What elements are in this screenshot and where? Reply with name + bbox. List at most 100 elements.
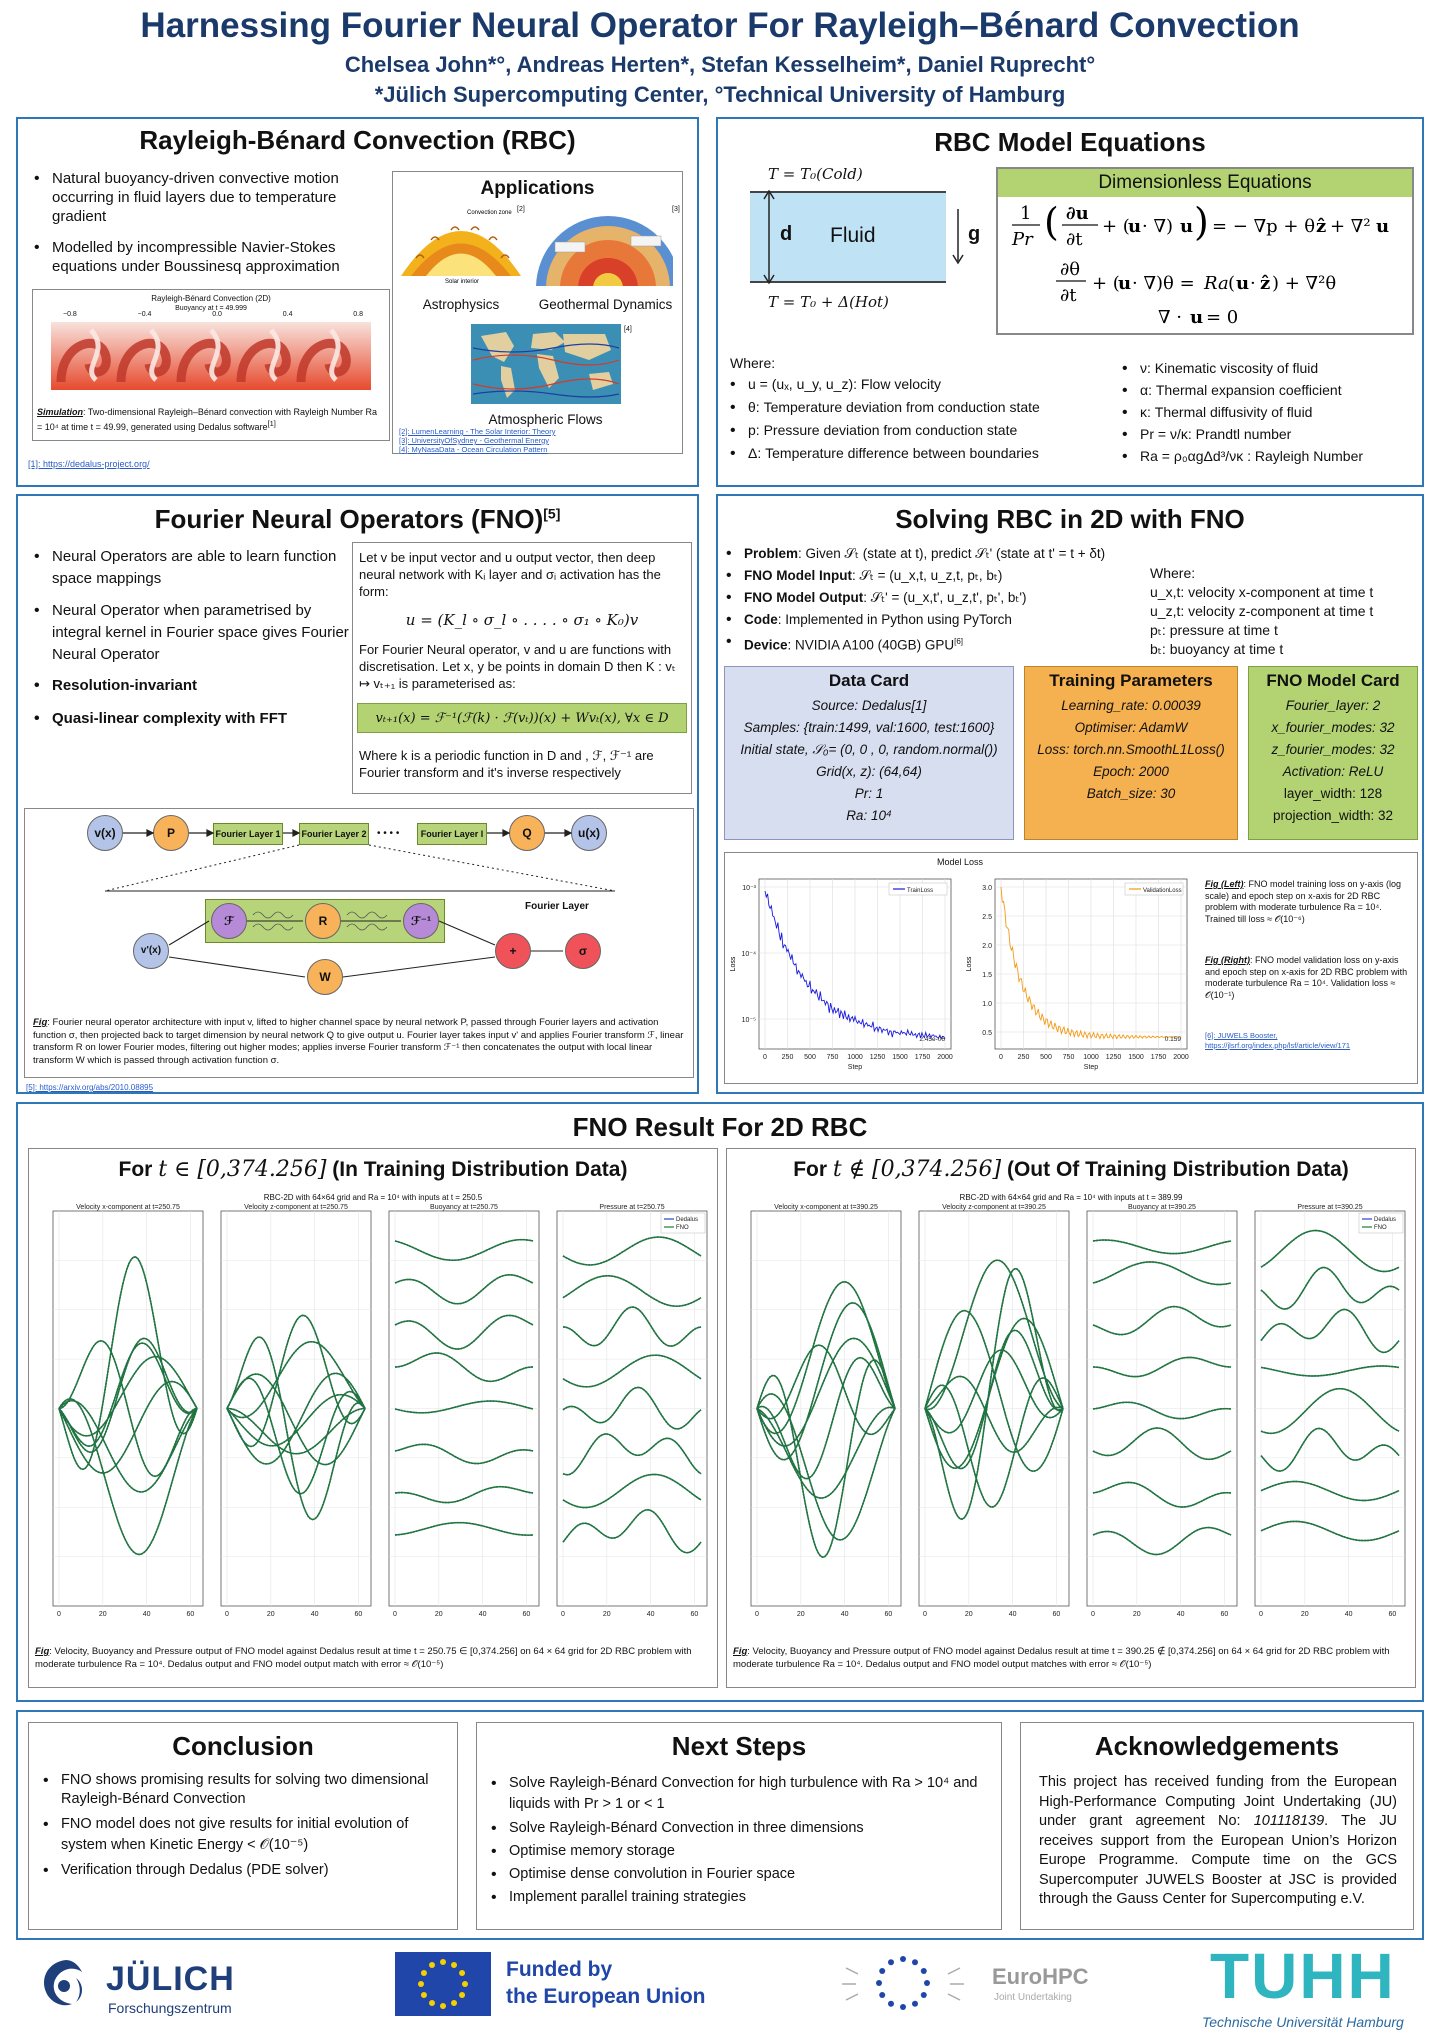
fno-footnote[interactable]: [5]: https://arxiv.org/abs/2010.08895 — [26, 1082, 153, 1093]
x-tick-label: 40 — [647, 1611, 655, 1618]
x-tick-label: 20 — [603, 1611, 611, 1618]
solving-where: Where: u_x,t: velocity x-component at ti… — [1150, 564, 1420, 659]
final-loss-label: 2.45e-06 — [919, 1036, 945, 1043]
conclusion-bullet: FNO model does not give results for init… — [41, 1814, 451, 1856]
t-hot-label: T = T₀ + Δ(Hot) — [768, 293, 889, 311]
validation-loss-chart: 0 250 500 750 1000 1250 1500 1750 2000StepLoss3.… — [963, 869, 1195, 1079]
eurohpc-star-icon — [912, 2001, 918, 2007]
astro-inner-label-2: Solar interior — [445, 279, 479, 285]
svg-text:∂t: ∂t — [1066, 229, 1083, 250]
eu-star-icon — [440, 2003, 446, 2009]
result-left-fig-label: Fig — [35, 1646, 49, 1657]
tuhh-logo-text: TUHH — [1210, 1944, 1396, 2008]
subplot-title: Pressure at t=390.25 — [1297, 1204, 1362, 1211]
heading-prefix: For — [119, 1158, 159, 1181]
solving-item: FNO Model Output: 𝒮ₜ' = (u_x,t', u_z,t',… — [724, 588, 1154, 607]
apps-refs[interactable]: [2]: LumenLearning - The Solar Interior:… — [399, 427, 555, 454]
fno-desc-3: Where k is a periodic function in D and … — [359, 747, 685, 781]
heading-suffix: (Out Of Training Distribution Data) — [1001, 1158, 1349, 1181]
svg-text:u: u — [1190, 307, 1203, 328]
data-card-line: Initial state, 𝒮₀= (0, 0 , 0, random.nor… — [725, 739, 1013, 761]
solving-item-key: FNO Model Input — [744, 568, 852, 583]
y-tick-label: 1.0 — [982, 1001, 992, 1008]
next-step: Solve Rayleigh-Bénard Convection in thre… — [489, 1819, 994, 1838]
result-left-heading: For t ∈ [0,374.256] (In Training Distrib… — [29, 1157, 717, 1182]
svg-text:u: u — [1376, 216, 1389, 237]
eq-variable: θ: Temperature deviation from conduction… — [728, 398, 1108, 417]
next-step: Solve Rayleigh-Bénard Convection for hig… — [489, 1773, 994, 1815]
training-card-line: Learning_rate: 0.00039 — [1025, 695, 1237, 717]
x-tick-label: 40 — [143, 1611, 151, 1618]
svg-text:u: u — [1180, 216, 1193, 237]
ref-link[interactable]: [2]: LumenLearning - The Solar Interior:… — [399, 427, 555, 436]
x-tick-label: 250 — [782, 1054, 794, 1061]
solving-title: Solving RBC in 2D with FNO — [718, 504, 1422, 535]
y-tick-label: 3.0 — [982, 885, 992, 892]
x-tick-label: 1500 — [1128, 1054, 1144, 1061]
poster-title: Harnessing Fourier Neural Operator For R… — [0, 6, 1440, 46]
eq-variable: α: Thermal expansion coefficient — [1120, 381, 1420, 400]
rbc-footnote[interactable]: [1]: https://dedalus-project.org/ — [28, 459, 150, 470]
data-card: Data Card Source: Dedalus[1] Samples: {t… — [724, 666, 1014, 840]
result-subplot: Buoyancy at t=390.250 20 40 60 — [1087, 1204, 1237, 1618]
astro-ref: [2] — [517, 204, 525, 215]
x-tick-label: 40 — [1345, 1611, 1353, 1618]
solving-item-value: : 𝒮ₜ = (u_x,t, u_z,t, pₜ, bₜ) — [852, 568, 1002, 583]
arxiv-link[interactable]: [5]: https://arxiv.org/abs/2010.08895 — [26, 1083, 153, 1092]
x-tick-label: 1250 — [870, 1054, 886, 1061]
ref-link[interactable]: [4]: MyNasaData - Ocean Circulation Patt… — [399, 445, 555, 454]
eurohpc-star-icon — [900, 1956, 906, 1962]
conclusion-bullet: Verification through Dedalus (PDE solver… — [41, 1861, 451, 1880]
fno-desc-2: For Fourier Neural operator, v and u are… — [359, 641, 685, 692]
training-card: Training Parameters Learning_rate: 0.000… — [1024, 666, 1238, 840]
solving-item: Device: NVIDIA A100 (40GB) GPU[6] — [724, 632, 1154, 655]
tuhh-logo-sub: Technische Universität Hamburg — [1202, 2014, 1404, 2030]
legend-label: FNO — [676, 1225, 689, 1231]
svg-text:∇ ·: ∇ · — [1158, 307, 1182, 328]
bottom-panel: Conclusion FNO shows promising results f… — [16, 1710, 1424, 1940]
x-tick-label: 60 — [523, 1611, 531, 1618]
result-right-box: For t ∉ [0,374.256] (Out Of Training Dis… — [726, 1148, 1416, 1688]
svg-text:∂u: ∂u — [1066, 203, 1089, 224]
juwels-ref[interactable]: [6]: JUWELS Booster, https://jlsrf.org/i… — [1205, 1031, 1410, 1050]
train-loss-chart: 0 250 500 750 1000 1250 1500 1750 2000StepLoss10… — [727, 869, 959, 1079]
affiliations: *Jülich Supercomputing Center, °Technica… — [0, 82, 1440, 108]
y-axis-label: Loss — [730, 956, 737, 971]
svg-text:= − ∇p + θ: = − ∇p + θ — [1212, 216, 1315, 237]
x-tick-label: 60 — [1053, 1611, 1061, 1618]
equations-title: RBC Model Equations — [718, 127, 1422, 158]
result-right-caption-text: : Velocity, Buoyancy and Pressure output… — [733, 1646, 1390, 1670]
x-tick-label: 20 — [267, 1611, 275, 1618]
dedalus-link[interactable]: [1]: https://dedalus-project.org/ — [28, 459, 150, 469]
y-tick-label: 10⁻³ — [742, 885, 756, 892]
model-card-line: x_fourier_modes: 32 — [1249, 717, 1417, 739]
colorbar-tick: 0.8 — [353, 311, 363, 318]
result-subplot: Buoyancy at t=250.750 20 40 60 — [389, 1204, 539, 1618]
fno-bullets: Neural Operators are able to learn funct… — [32, 546, 352, 740]
eurohpc-star-icon — [879, 1968, 885, 1974]
eu-funded-line-1: Funded by — [506, 1958, 612, 1982]
gravity-arrow-icon — [951, 207, 965, 267]
solving-where-item: u_z,t: velocity z-component at time t — [1150, 602, 1420, 621]
x-tick-label: 60 — [355, 1611, 363, 1618]
equations-panel: RBC Model Equations T = T₀(Cold) d Fluid… — [716, 117, 1424, 487]
x-tick-label: 1000 — [1083, 1054, 1099, 1061]
ref-link[interactable]: [3]: UniversityOfSydney - Geothermal Ene… — [399, 436, 555, 445]
svg-text:· ∇): · ∇) — [1142, 216, 1173, 237]
dimensionless-title: Dimensionless Equations — [998, 169, 1412, 197]
legend-label: Dedalus — [676, 1217, 698, 1223]
geo-label: Geothermal Dynamics — [528, 297, 683, 312]
atmo-ref: [4] — [624, 324, 632, 335]
svg-text:·: · — [1250, 273, 1256, 294]
training-card-line: Epoch: 2000 — [1025, 761, 1237, 783]
rbc-panel: Rayleigh-Bénard Convection (RBC) Natural… — [16, 117, 699, 487]
result-subplot: Velocity z-component at t=390.250 20 40 60 — [919, 1204, 1069, 1618]
eu-star-icon — [429, 2000, 435, 2006]
eu-star-icon — [421, 1992, 427, 1998]
subplot-title: Velocity z-component at t=390.25 — [942, 1204, 1046, 1211]
astro-label: Astrophysics — [401, 297, 521, 312]
x-tick-label: 0 — [763, 1054, 767, 1061]
svg-text:∂t: ∂t — [1060, 285, 1077, 306]
svg-text:): ) — [1194, 200, 1209, 244]
eurohpc-star-icon — [912, 1959, 918, 1965]
